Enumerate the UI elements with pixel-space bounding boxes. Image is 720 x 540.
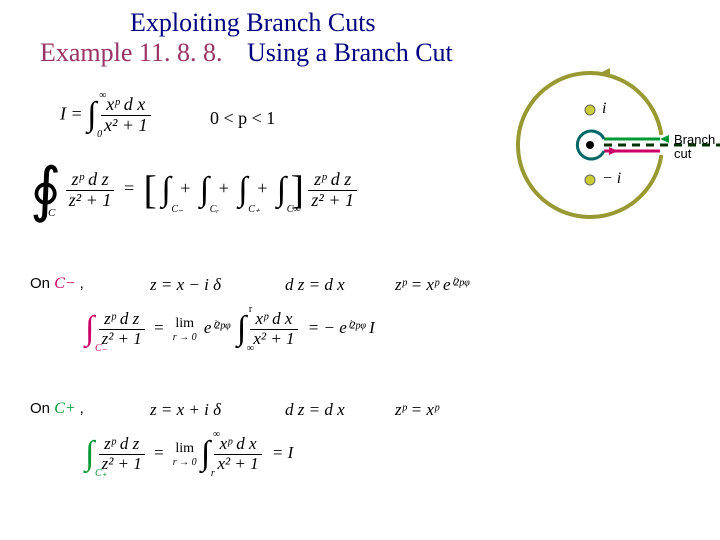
I-lhs: I = [60, 103, 83, 123]
eq-contour-sum: ∮C zᵖ d z z² + 1 = [ ∫C₋ + ∫Cᵣ + ∫C₊ + ∫… [30, 170, 357, 211]
int-Cm-eval: ∫C₋ [85, 310, 94, 348]
pole-label-minus-i: − i [602, 170, 621, 188]
int-Cp-eval: ∫C₊ [85, 435, 94, 473]
equals-1: = [123, 178, 135, 198]
lim-cp: lim r → 0 [173, 441, 197, 468]
c-plus-label: C+ [54, 400, 75, 417]
pole-label-i: i [602, 100, 606, 118]
ei2pp-cm: eⁱ²ᵖᵠ [204, 318, 230, 337]
int-Cm: ∫C₋ [161, 171, 170, 209]
result-cm: = − eⁱ²ᵖᵠ I [308, 318, 375, 337]
plus-3: + [256, 178, 268, 198]
comma-1: , [80, 275, 84, 292]
example-label: Example 11. 8. 8. [40, 38, 222, 67]
comma-2: , [80, 400, 84, 417]
plus-1: + [179, 178, 191, 198]
title-line2: Example 11. 8. 8. Using a Branch Cut [40, 38, 453, 68]
title-line1: Exploiting Branch Cuts [130, 8, 453, 38]
eq-dz-cplus: d z = d x [285, 400, 345, 420]
row-on-cplus: On C+ , [30, 400, 84, 418]
eq-I-definition: I = ∫∞0 xᵖ d x x² + 1 [60, 95, 151, 136]
frac-xp-cp: xᵖ d x x² + 1 [214, 435, 261, 473]
int-Cp: ∫C₊ [238, 171, 247, 209]
eq-z-cminus: z = x − i δ [150, 275, 221, 295]
frac-xp: xᵖ d x x² + 1 [101, 95, 151, 136]
title-block: Exploiting Branch Cuts Example 11. 8. 8.… [40, 8, 453, 68]
int-r-inf: ∫∞r [201, 435, 210, 473]
eq-cplus-integral: ∫C₊ zᵖ d z z² + 1 = lim r → 0 ∫∞r xᵖ d x… [85, 435, 293, 473]
frac-xp-cm: xᵖ d x x² + 1 [250, 310, 297, 348]
c-minus-label: C− [54, 275, 75, 292]
int-Cr: ∫Cᵣ [200, 171, 209, 209]
frac-zp-main: zᵖ d z z² + 1 [66, 170, 115, 211]
lbracket: [ [143, 176, 156, 204]
plus-2: + [218, 178, 230, 198]
eq-dz-cminus: d z = d x [285, 275, 345, 295]
on-label-1: On [30, 275, 54, 292]
branch-cut-label: Branchcut [674, 133, 715, 162]
eq-zp-cminus: zᵖ = xᵖ eⁱ²ᵖᵠ [395, 275, 469, 295]
eq-z-cplus: z = x + i δ [150, 400, 221, 420]
result-cp: = I [272, 443, 293, 462]
frac-zp-rhs: zᵖ d z z² + 1 [308, 170, 357, 211]
eq-zp-cplus: zᵖ = xᵖ [395, 400, 439, 420]
int-Cinf: ∫C∞ [277, 171, 286, 209]
lim-cm: lim r → 0 [173, 316, 197, 343]
example-name: Using a Branch Cut [247, 38, 453, 67]
equals-cp: = [153, 443, 164, 462]
eq-cminus-integral: ∫C₋ zᵖ d z z² + 1 = lim r → 0 eⁱ²ᵖᵠ ∫r∞ … [85, 310, 375, 348]
oint-C: ∮C [30, 172, 61, 208]
row-on-cminus: On C− , [30, 275, 84, 293]
eq-p-range: 0 < p < 1 [210, 108, 275, 129]
rbracket: ] [291, 176, 304, 204]
equals-cm: = [153, 318, 164, 337]
int-inf-r: ∫r∞ [237, 310, 246, 348]
on-label-2: On [30, 400, 54, 417]
int-symbol: ∫∞0 [87, 96, 96, 134]
